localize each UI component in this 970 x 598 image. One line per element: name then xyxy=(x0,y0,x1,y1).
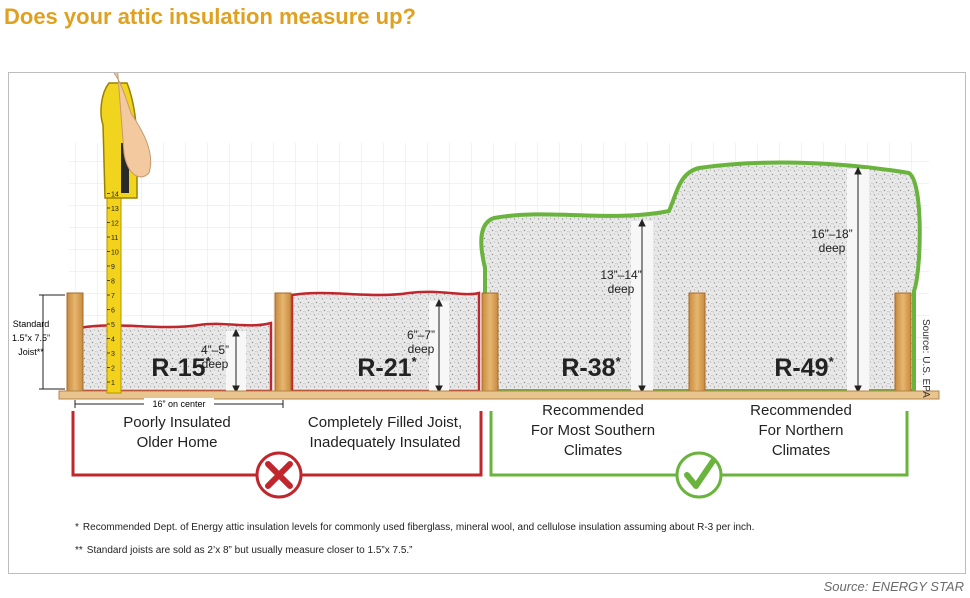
joist xyxy=(274,292,292,394)
depth-arrows xyxy=(232,166,862,394)
tape-number: 9 xyxy=(111,264,115,271)
joist-note-line1: Standard xyxy=(13,319,50,329)
side-source: Source: U.S. EPA xyxy=(920,319,931,398)
tape-number: 4 xyxy=(111,337,115,344)
r38-label: R-38* xyxy=(561,354,621,382)
tape-number: 5 xyxy=(111,322,115,329)
joist-height-dimension xyxy=(39,294,65,390)
caption-1-line1: Poorly Insulated xyxy=(123,414,231,431)
diagram-frame: 1 2 3 4 5 6 7 8 9 10 11 12 13 14 Standard 1.5”x 7.5” … xyxy=(8,62,966,574)
joist xyxy=(894,292,912,394)
r38-depth-unit: deep xyxy=(608,282,635,296)
caption-4-line3: Climates xyxy=(772,442,830,459)
caption-4-line1: Recommended xyxy=(750,402,852,419)
joist-note-line2: 1.5”x 7.5” xyxy=(12,333,50,343)
footnote-1: * Recommended Dept. of Energy attic insul… xyxy=(75,522,754,533)
r49-depth-unit: deep xyxy=(819,241,846,255)
ceiling-board xyxy=(58,390,940,400)
r15-label: R-15* xyxy=(151,354,211,382)
tape-number: 11 xyxy=(111,235,118,242)
tape-number: 3 xyxy=(111,351,115,358)
r38-r49-insulation xyxy=(479,160,922,393)
caption-3-line2: For Most Southern xyxy=(531,422,655,439)
tape-number: 7 xyxy=(111,293,115,300)
caption-3-line1: Recommended xyxy=(542,402,644,419)
tape-number: 13 xyxy=(111,206,119,213)
caption-1-line2: Older Home xyxy=(137,434,218,451)
caption-2-line1: Completely Filled Joist, xyxy=(308,414,462,431)
r21-label: R-21* xyxy=(357,354,417,382)
tape-number: 2 xyxy=(111,366,115,373)
tape-number: 10 xyxy=(111,250,119,257)
on-center-label: 16” on center xyxy=(152,399,205,409)
footnote-2: ** Standard joists are sold as 2’x 8” but… xyxy=(75,545,413,556)
on-center-bg xyxy=(144,398,214,409)
r21-depth-value: 6”–7” xyxy=(407,328,435,342)
r15-depth-unit: deep xyxy=(202,357,229,371)
hand-icon xyxy=(102,62,152,178)
r49-label: R-49* xyxy=(774,354,834,382)
joist xyxy=(688,292,706,394)
caption-2-line2: Inadequately Insulated xyxy=(310,434,461,451)
r15-depth-value: 4”–5” xyxy=(201,343,229,357)
tape-number: 12 xyxy=(111,221,119,228)
joist-note-line3: Joist** xyxy=(18,347,44,357)
joists xyxy=(66,292,912,394)
r21-depth-unit: deep xyxy=(408,342,435,356)
caption-3-line3: Climates xyxy=(564,442,622,459)
r49-depth-value: 16”–18” xyxy=(811,227,852,241)
tape-number: 6 xyxy=(111,308,115,315)
tape-number: 14 xyxy=(111,192,119,199)
source-credit: Source: ENERGY STAR xyxy=(823,579,964,594)
x-mark-icon xyxy=(255,451,303,499)
check-mark-icon xyxy=(675,451,723,499)
tape-number: 8 xyxy=(111,279,115,286)
r38-depth-value: 13”–14” xyxy=(600,268,641,282)
tape-number: 1 xyxy=(111,380,115,387)
caption-4-line2: For Northern xyxy=(758,422,843,439)
joist xyxy=(481,292,499,394)
joist xyxy=(66,292,84,394)
page-title: Does your attic insulation measure up? xyxy=(4,4,416,29)
